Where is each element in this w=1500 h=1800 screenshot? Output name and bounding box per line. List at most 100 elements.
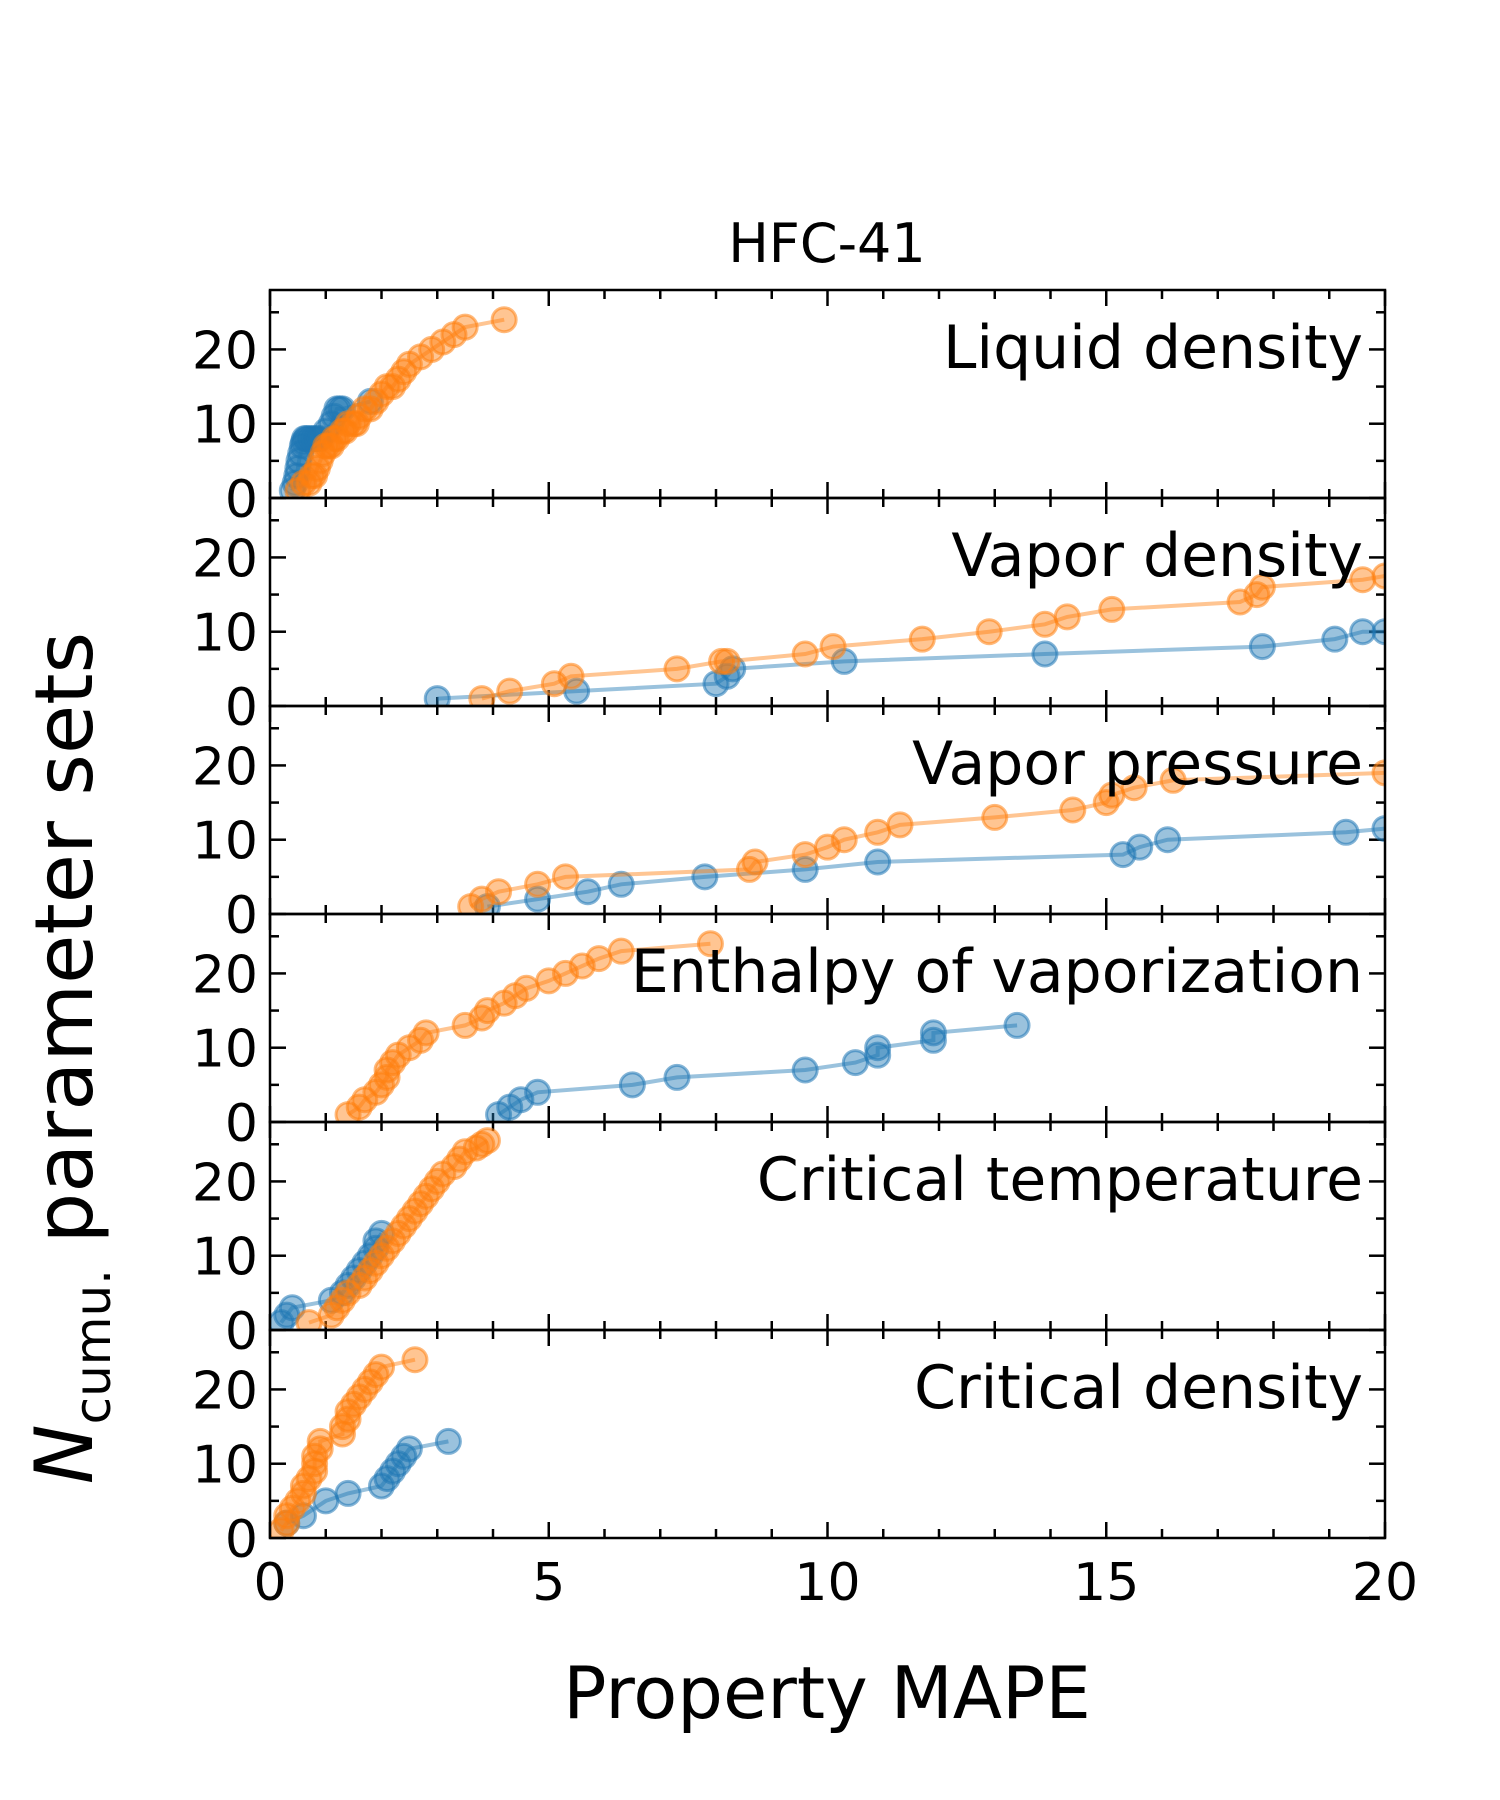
data-point xyxy=(485,878,513,906)
series-orange xyxy=(457,759,1385,914)
series-blue xyxy=(473,815,1385,914)
series-orange xyxy=(334,930,724,1122)
data-point xyxy=(1031,610,1059,638)
data-point xyxy=(557,662,585,690)
y-axis-title-italic: N xyxy=(18,1424,111,1484)
series-orange xyxy=(270,1346,429,1538)
series-line xyxy=(437,629,1385,701)
data-point xyxy=(585,945,613,973)
data-point xyxy=(468,685,496,706)
data-point xyxy=(819,633,847,661)
x-axis-title: Property MAPE xyxy=(563,1651,1091,1735)
data-point xyxy=(574,878,602,906)
data-point xyxy=(713,647,741,675)
data-point xyxy=(919,1026,947,1054)
y-tick-label: 10 xyxy=(192,604,258,664)
data-point xyxy=(334,1479,362,1507)
data-point xyxy=(607,870,635,898)
data-point xyxy=(864,818,892,846)
x-tick-label: 0 xyxy=(253,1553,286,1613)
data-point xyxy=(1154,826,1182,854)
data-point xyxy=(512,974,540,1002)
data-point xyxy=(1120,774,1148,802)
data-point xyxy=(691,863,719,891)
y-axis-title-subscript: cumu. xyxy=(64,1269,122,1424)
data-point xyxy=(312,1487,340,1515)
y-tick-label: 10 xyxy=(192,396,258,456)
y-tick-label: 0 xyxy=(225,886,258,946)
data-point xyxy=(1371,815,1385,843)
data-point xyxy=(401,1346,429,1374)
data-point xyxy=(841,1049,869,1077)
panel-6: 0 10 20 Critical density xyxy=(192,1328,1387,1570)
data-point xyxy=(423,685,451,706)
y-tick-label: 0 xyxy=(225,1302,258,1362)
data-point xyxy=(551,863,579,891)
data-point xyxy=(1053,603,1081,631)
data-point xyxy=(864,1041,892,1069)
data-point xyxy=(830,826,858,854)
data-point xyxy=(1003,1011,1031,1039)
data-point xyxy=(412,1019,440,1047)
y-tick-label: 20 xyxy=(192,737,258,797)
y-tick-label: 10 xyxy=(192,812,258,872)
data-point xyxy=(886,811,914,839)
y-tick-label: 0 xyxy=(225,1094,258,1154)
data-point xyxy=(919,1019,947,1047)
series-orange xyxy=(295,1127,501,1330)
data-point xyxy=(791,640,819,668)
y-tick-label: 20 xyxy=(192,945,258,1005)
data-point xyxy=(334,1405,362,1433)
panel-2: 0 10 20 Vapor density xyxy=(192,496,1387,738)
data-point xyxy=(490,306,518,334)
data-point xyxy=(395,1435,423,1463)
data-point xyxy=(306,1435,334,1463)
data-point xyxy=(434,1427,462,1455)
panel-1: 0 10 20 Liquid density xyxy=(192,288,1387,530)
y-tick-label: 20 xyxy=(192,1153,258,1213)
data-point xyxy=(975,618,1003,646)
series-orange xyxy=(284,306,518,498)
y-tick-label: 0 xyxy=(225,1510,258,1570)
data-point xyxy=(368,1353,395,1381)
y-tick-label: 0 xyxy=(225,678,258,738)
panel-frame xyxy=(268,1328,1387,1540)
y-axis-title-rest: parameter sets xyxy=(18,632,111,1269)
x-tick-label: 10 xyxy=(794,1553,860,1613)
data-point xyxy=(864,848,892,876)
panel-ticks xyxy=(268,290,1387,500)
chart-title: HFC-41 xyxy=(728,212,926,275)
panel-label: Vapor density xyxy=(951,521,1363,591)
data-point xyxy=(1031,640,1059,668)
data-point xyxy=(1248,633,1276,661)
panel-label: Liquid density xyxy=(943,313,1363,383)
data-point xyxy=(791,841,819,869)
data-point xyxy=(273,1509,301,1537)
y-axis-title: Ncumu. parameter sets xyxy=(18,632,122,1484)
panels-group: 0 10 20 Liquid density 0 10 20 Vapor density 0 10… xyxy=(192,288,1387,1570)
y-tick-label: 10 xyxy=(192,1436,258,1496)
y-tick-label: 10 xyxy=(192,1228,258,1288)
data-point xyxy=(741,848,769,876)
panel-4: 0 10 20 Enthalpy of vaporization xyxy=(192,912,1387,1154)
panel-label: Enthalpy of vaporization xyxy=(631,937,1363,1007)
data-point xyxy=(791,1056,819,1084)
y-tick-label: 20 xyxy=(192,1361,258,1421)
series-line xyxy=(487,826,1385,909)
series-line xyxy=(481,574,1385,701)
panel-5: 0 10 20 Critical temperature xyxy=(192,1120,1387,1362)
series-blue xyxy=(423,618,1385,706)
data-point xyxy=(1248,573,1276,601)
data-point xyxy=(1098,595,1126,623)
data-point xyxy=(663,1063,691,1091)
data-point xyxy=(524,870,552,898)
data-point xyxy=(451,313,479,341)
data-point xyxy=(607,937,635,965)
data-point xyxy=(1059,796,1087,824)
x-tick-label: 20 xyxy=(1352,1553,1418,1613)
y-tick-label: 10 xyxy=(192,1020,258,1080)
data-point xyxy=(1126,833,1154,861)
x-tick-label: 5 xyxy=(532,1553,565,1613)
data-point xyxy=(306,1427,334,1455)
